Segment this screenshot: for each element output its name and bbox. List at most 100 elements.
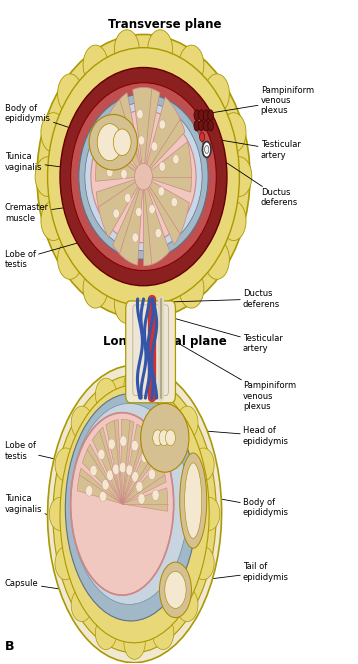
Ellipse shape (60, 68, 227, 286)
Ellipse shape (177, 406, 198, 439)
Ellipse shape (177, 588, 198, 622)
Text: Tunica
vaginalis: Tunica vaginalis (5, 494, 72, 526)
Ellipse shape (115, 30, 139, 70)
Ellipse shape (86, 485, 93, 496)
Ellipse shape (98, 449, 105, 459)
Ellipse shape (113, 209, 119, 218)
Ellipse shape (71, 83, 216, 270)
Text: Capsule: Capsule (5, 579, 107, 596)
Text: Ductus
deferens: Ductus deferens (209, 151, 298, 207)
Ellipse shape (152, 490, 159, 501)
Ellipse shape (58, 240, 82, 280)
Ellipse shape (124, 369, 145, 402)
Text: Ductus
deferens: Ductus deferens (164, 290, 280, 309)
Ellipse shape (49, 497, 71, 531)
Ellipse shape (179, 268, 204, 308)
Ellipse shape (53, 375, 216, 653)
Text: Pampiniform
venous
plexus: Pampiniform venous plexus (208, 86, 314, 116)
Wedge shape (77, 468, 122, 504)
Ellipse shape (91, 110, 196, 243)
Ellipse shape (100, 491, 107, 501)
Ellipse shape (113, 129, 131, 155)
Wedge shape (144, 141, 192, 192)
Ellipse shape (95, 378, 117, 411)
Ellipse shape (71, 412, 174, 595)
Ellipse shape (108, 439, 115, 450)
Wedge shape (144, 177, 170, 266)
Ellipse shape (97, 124, 122, 161)
Ellipse shape (124, 626, 145, 659)
Ellipse shape (71, 588, 92, 622)
Wedge shape (92, 427, 122, 504)
Ellipse shape (136, 207, 142, 216)
Ellipse shape (83, 45, 108, 85)
Ellipse shape (203, 120, 209, 131)
Ellipse shape (126, 465, 133, 475)
Ellipse shape (141, 404, 189, 472)
Ellipse shape (37, 35, 250, 319)
FancyBboxPatch shape (133, 305, 168, 396)
Text: Lobe of
testis: Lobe of testis (5, 227, 134, 269)
Ellipse shape (153, 378, 174, 411)
Ellipse shape (83, 268, 108, 308)
Ellipse shape (159, 562, 192, 618)
Ellipse shape (221, 113, 246, 152)
Ellipse shape (200, 132, 204, 141)
Ellipse shape (125, 193, 131, 203)
Ellipse shape (165, 430, 175, 446)
Text: Cremaster
muscle: Cremaster muscle (5, 203, 72, 222)
Text: Tail of
epididymis: Tail of epididymis (178, 562, 289, 583)
Ellipse shape (202, 141, 211, 157)
Ellipse shape (171, 197, 178, 207)
Ellipse shape (165, 571, 186, 608)
Ellipse shape (193, 546, 214, 580)
Ellipse shape (141, 452, 148, 463)
Ellipse shape (194, 120, 200, 131)
Ellipse shape (208, 120, 213, 131)
Ellipse shape (158, 187, 165, 196)
Ellipse shape (159, 162, 165, 171)
Ellipse shape (48, 48, 240, 305)
Ellipse shape (58, 74, 82, 114)
Ellipse shape (115, 284, 139, 323)
Ellipse shape (48, 365, 222, 663)
Ellipse shape (95, 616, 117, 649)
Ellipse shape (148, 284, 173, 323)
Ellipse shape (221, 201, 246, 240)
Text: Transverse plane: Transverse plane (108, 18, 222, 31)
Ellipse shape (148, 30, 173, 70)
Wedge shape (106, 420, 122, 504)
Text: Pampiniform
venous
plexus: Pampiniform venous plexus (144, 323, 296, 411)
Ellipse shape (138, 493, 145, 504)
Wedge shape (105, 93, 144, 177)
Ellipse shape (119, 462, 126, 473)
Ellipse shape (112, 464, 120, 475)
Wedge shape (122, 488, 168, 511)
Text: Body of
epididymis: Body of epididymis (196, 495, 289, 517)
Ellipse shape (179, 45, 204, 85)
Wedge shape (96, 177, 144, 238)
Ellipse shape (153, 430, 163, 446)
Wedge shape (122, 438, 159, 504)
Text: Testicular
artery: Testicular artery (205, 137, 301, 160)
Wedge shape (96, 132, 144, 181)
Ellipse shape (41, 201, 66, 240)
Ellipse shape (137, 110, 143, 119)
Ellipse shape (55, 448, 76, 481)
Ellipse shape (116, 128, 122, 137)
Ellipse shape (185, 463, 202, 539)
Wedge shape (144, 97, 185, 177)
Ellipse shape (79, 94, 208, 259)
Wedge shape (121, 419, 134, 504)
Ellipse shape (149, 205, 155, 214)
Ellipse shape (180, 453, 207, 548)
Text: Longitudinal plane: Longitudinal plane (103, 335, 227, 349)
Text: Lobe of
testis: Lobe of testis (5, 442, 118, 473)
Text: Testicular
artery: Testicular artery (155, 313, 283, 353)
Ellipse shape (199, 110, 204, 120)
Ellipse shape (155, 228, 161, 238)
Ellipse shape (138, 136, 145, 145)
Ellipse shape (107, 167, 113, 177)
Text: Tunica
vaginalis: Tunica vaginalis (5, 152, 82, 172)
Ellipse shape (121, 169, 127, 179)
